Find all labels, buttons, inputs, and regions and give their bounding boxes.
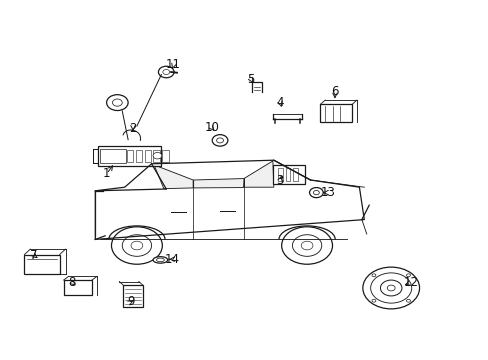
Ellipse shape xyxy=(156,258,164,262)
Text: 9: 9 xyxy=(127,295,135,308)
Bar xyxy=(293,168,298,181)
Bar xyxy=(24,255,60,274)
Text: 12: 12 xyxy=(403,276,417,289)
Circle shape xyxy=(212,135,227,146)
Text: 10: 10 xyxy=(204,121,219,134)
Bar xyxy=(98,146,161,166)
Circle shape xyxy=(112,99,122,106)
Text: 5: 5 xyxy=(246,73,254,86)
Circle shape xyxy=(281,227,332,264)
Text: 14: 14 xyxy=(164,253,179,266)
Circle shape xyxy=(380,280,401,296)
Polygon shape xyxy=(154,165,193,189)
Text: 3: 3 xyxy=(276,174,284,186)
Bar xyxy=(123,285,142,307)
Bar xyxy=(320,104,351,122)
Bar xyxy=(277,168,282,181)
Circle shape xyxy=(111,227,162,264)
Circle shape xyxy=(406,299,409,302)
Circle shape xyxy=(301,241,312,250)
Bar xyxy=(63,280,92,295)
Text: 1: 1 xyxy=(102,167,110,180)
Bar xyxy=(127,150,133,162)
Bar xyxy=(272,165,304,184)
Circle shape xyxy=(313,190,319,195)
Polygon shape xyxy=(193,179,244,188)
Text: 11: 11 xyxy=(166,58,181,71)
Text: 4: 4 xyxy=(276,96,284,109)
Bar xyxy=(153,150,160,162)
Circle shape xyxy=(371,274,375,277)
Circle shape xyxy=(362,267,419,309)
Ellipse shape xyxy=(153,257,167,263)
Text: 6: 6 xyxy=(330,85,338,98)
Bar xyxy=(144,150,151,162)
Text: 7: 7 xyxy=(30,249,38,262)
Circle shape xyxy=(216,138,223,143)
Circle shape xyxy=(292,235,321,256)
Bar xyxy=(136,150,142,162)
Text: 8: 8 xyxy=(68,276,76,289)
Circle shape xyxy=(122,235,151,256)
Circle shape xyxy=(309,188,323,198)
Bar xyxy=(100,149,125,163)
Bar xyxy=(162,150,168,162)
Circle shape xyxy=(371,299,375,302)
Bar xyxy=(285,168,290,181)
Text: 13: 13 xyxy=(320,186,334,199)
Circle shape xyxy=(163,69,169,75)
Text: 2: 2 xyxy=(129,122,137,135)
Polygon shape xyxy=(244,161,273,187)
Circle shape xyxy=(131,241,142,250)
Circle shape xyxy=(106,95,128,111)
Circle shape xyxy=(158,66,174,78)
Circle shape xyxy=(386,285,394,291)
Circle shape xyxy=(370,273,411,303)
Circle shape xyxy=(406,274,409,277)
Circle shape xyxy=(153,152,162,159)
